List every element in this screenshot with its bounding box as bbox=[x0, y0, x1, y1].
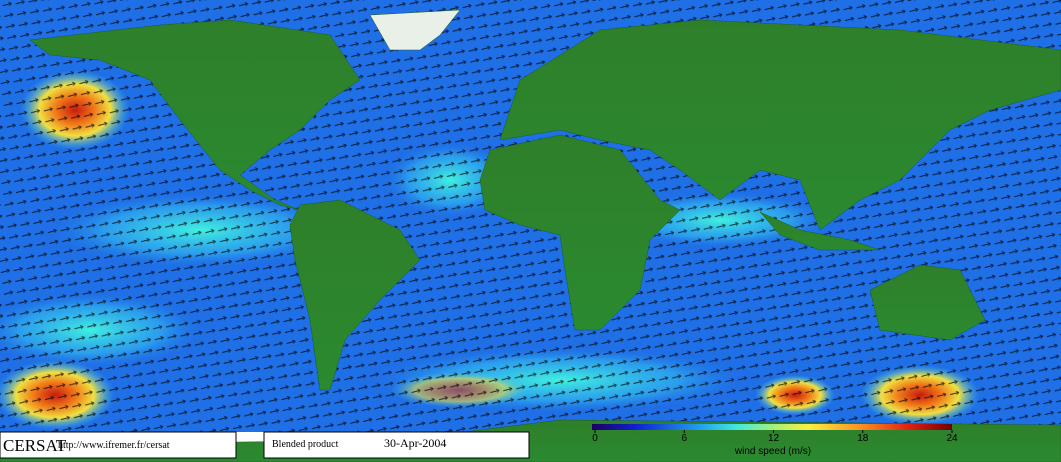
south-america bbox=[289, 199, 421, 391]
colorbar-tick-label: 24 bbox=[946, 433, 958, 444]
info-box bbox=[263, 431, 530, 459]
info-box bbox=[0, 431, 237, 459]
north-america bbox=[29, 19, 361, 211]
logo: CERSAT bbox=[3, 436, 67, 455]
colorbar-tick-label: 0 bbox=[592, 433, 598, 444]
colorbar-tick-label: 6 bbox=[681, 433, 687, 444]
colorbar-tick-label: 18 bbox=[857, 433, 869, 444]
url: http://www.ifremer.fr/cersat bbox=[58, 440, 170, 451]
colorbar bbox=[592, 424, 952, 430]
africa bbox=[479, 134, 681, 331]
date: 30-Apr-2004 bbox=[384, 436, 446, 450]
colorbar-title: wind speed (m/s) bbox=[734, 446, 811, 457]
product: Blended product bbox=[272, 439, 339, 450]
greenland bbox=[369, 9, 461, 51]
eurasia bbox=[499, 19, 1061, 231]
australia bbox=[869, 264, 986, 341]
colorbar-tick-label: 12 bbox=[768, 433, 780, 444]
indonesia bbox=[759, 211, 881, 251]
colorbar-ticks: 0 6 12 18 24 bbox=[592, 430, 958, 444]
